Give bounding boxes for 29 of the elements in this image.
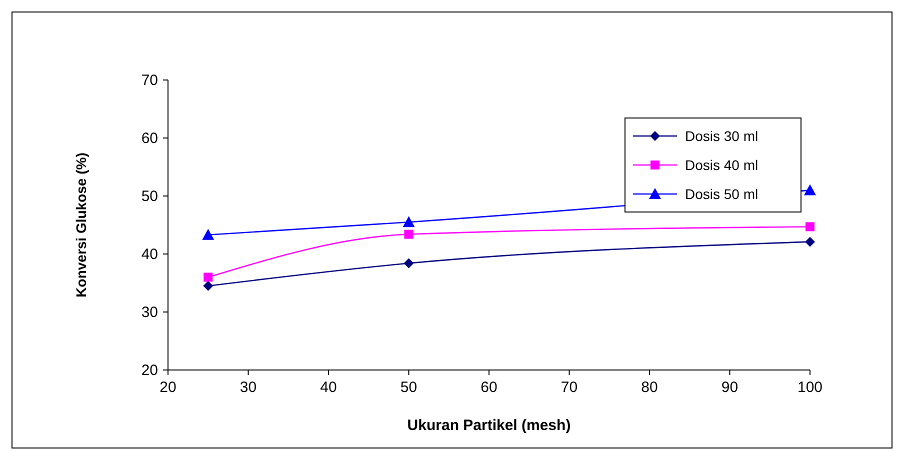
point bbox=[805, 236, 815, 247]
y-tick-label: 40 bbox=[141, 246, 158, 263]
legend-label: Dosis 40 ml bbox=[685, 157, 758, 173]
point bbox=[804, 184, 816, 196]
point bbox=[404, 230, 414, 239]
x-tick-label: 100 bbox=[797, 379, 823, 396]
point bbox=[402, 216, 415, 228]
y-tick-label: 70 bbox=[141, 72, 158, 89]
y-tick-label: 30 bbox=[141, 304, 158, 321]
x-tick-label: 20 bbox=[160, 379, 176, 396]
y-tick-label: 50 bbox=[141, 188, 158, 205]
point bbox=[204, 272, 213, 282]
point bbox=[806, 222, 814, 232]
y-tick-label: 60 bbox=[141, 130, 158, 147]
x-tick-label: 90 bbox=[721, 379, 738, 396]
y-tick-label: 20 bbox=[141, 362, 158, 379]
x-tick-label: 60 bbox=[480, 379, 498, 396]
legend-label: Dosis 50 ml bbox=[685, 186, 758, 202]
x-tick-label: 40 bbox=[320, 379, 337, 396]
x-axis-title: Ukuran Partikel (mesh) bbox=[407, 417, 571, 434]
y-axis-title: Konversi Glukose (%) bbox=[73, 152, 89, 298]
point bbox=[202, 228, 214, 240]
x-tick-label: 80 bbox=[641, 379, 658, 396]
legend-label: Dosis 30 ml bbox=[685, 128, 758, 144]
x-tick-label: 70 bbox=[560, 379, 578, 396]
x-tick-label: 50 bbox=[400, 379, 418, 396]
point bbox=[404, 258, 414, 268]
x-tick-label: 30 bbox=[240, 379, 257, 396]
point bbox=[203, 280, 214, 291]
